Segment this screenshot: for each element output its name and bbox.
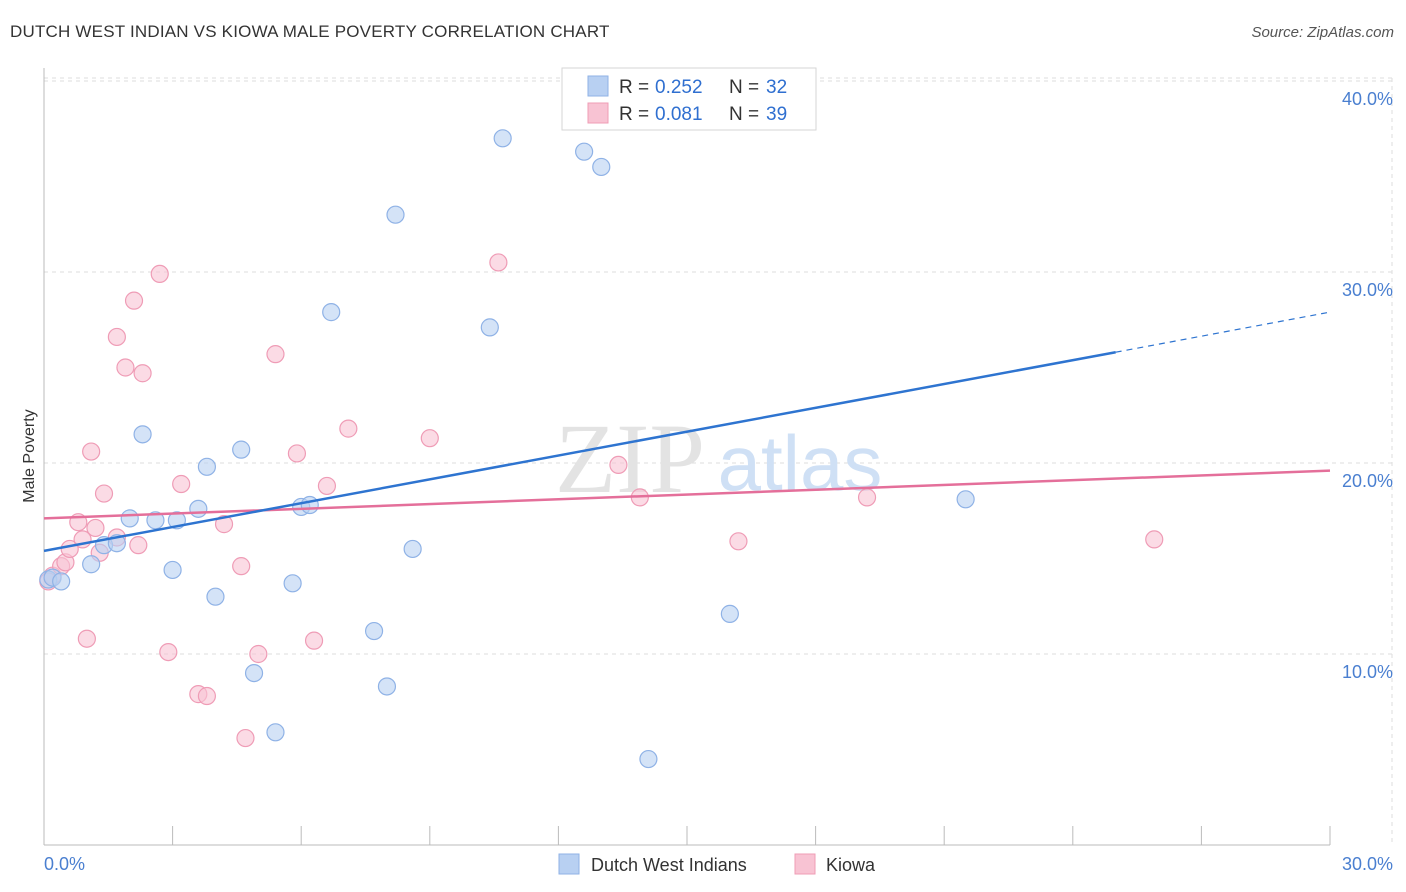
y-tick-label: 10.0% (1342, 662, 1393, 682)
dutch-west-indians-point (82, 555, 101, 574)
dutch-west-indians-point (232, 440, 251, 459)
dutch-west-indians-point (377, 677, 397, 696)
dutch-west-indians-point (403, 539, 422, 559)
bottom-legend-blue-swatch (558, 853, 580, 875)
bottom-legend-pink-swatch (794, 853, 816, 875)
legend-blue-swatch (587, 75, 609, 97)
kiowa-point (317, 476, 337, 496)
kiowa-point (116, 358, 135, 377)
y-tick-label: 40.0% (1342, 89, 1393, 109)
legend-pink-swatch (587, 102, 609, 124)
kiowa-point (489, 253, 508, 272)
chart-title: DUTCH WEST INDIAN VS KIOWA MALE POVERTY … (10, 22, 610, 41)
legend-pink-n-value: 39 (766, 104, 787, 125)
dutch-west-indians-point (163, 560, 182, 580)
dutch-west-indians-point (300, 495, 319, 515)
dutch-west-indians-point (639, 749, 658, 769)
kiowa-point (287, 444, 307, 463)
kiowa-point (150, 264, 169, 284)
dutch-west-indians-trend-line (43, 350, 1116, 553)
dutch-west-indians-point (283, 574, 302, 593)
kiowa-point (107, 327, 126, 347)
y-tick-label: 20.0% (1342, 471, 1393, 491)
kiowa-point (420, 429, 439, 448)
dutch-west-indians-point (386, 205, 405, 224)
dutch-west-indians-points (39, 129, 975, 769)
kiowa-point (232, 557, 251, 576)
dutch-west-indians-point (493, 129, 512, 148)
dutch-west-indians-point (364, 621, 384, 641)
dutch-west-indians-point (720, 604, 739, 623)
kiowa-point (729, 532, 748, 551)
dutch-west-indians-point (133, 425, 152, 444)
y-axis-title: Male Poverty (21, 409, 38, 502)
legend-blue-n-value: 32 (766, 77, 787, 98)
kiowa-point (82, 442, 101, 461)
kiowa-point (77, 629, 96, 648)
kiowa-point (159, 642, 178, 662)
legend-pink-r-value: 0.081 (655, 104, 703, 125)
series-legend: Dutch West Indians Kiowa (558, 853, 876, 875)
kiowa-point (266, 345, 285, 364)
kiowa-point (857, 488, 877, 507)
kiowa-point (339, 419, 358, 438)
trend-lines (43, 311, 1331, 553)
legend-blue-r-value: 0.252 (655, 77, 703, 98)
dutch-west-indians-point (575, 142, 594, 161)
watermark-atlas: atlas (718, 419, 883, 507)
dutch-west-indians-trend-extension (1115, 311, 1331, 353)
legend-blue-n-label: N = (729, 77, 759, 98)
legend-pink-n-label: N = (729, 104, 759, 125)
kiowa-point (249, 644, 268, 664)
dutch-west-indians-point (592, 157, 611, 177)
kiowa-point (129, 536, 148, 555)
dutch-west-indians-point (480, 318, 499, 337)
dutch-west-indians-point (956, 490, 975, 509)
y-tick-label: 30.0% (1342, 280, 1393, 300)
dutch-west-indians-point (52, 572, 71, 591)
axes (43, 68, 1331, 846)
kiowa-point (197, 686, 216, 706)
x-tick-label-max: 30.0% (1342, 854, 1393, 874)
x-tick-label-min: 0.0% (44, 854, 85, 874)
kiowa-point (304, 631, 324, 650)
dutch-west-indians-point (322, 303, 341, 322)
kiowa-point (172, 474, 191, 494)
dutch-west-indians-point (197, 457, 216, 476)
dutch-west-indians-point (244, 663, 264, 683)
dutch-west-indians-point (206, 587, 225, 606)
y-tick-labels: 10.0% 20.0% 30.0% 40.0% (1342, 89, 1393, 682)
kiowa-point (124, 291, 144, 310)
kiowa-point (236, 728, 255, 748)
legend-blue-r-label: R = (619, 77, 649, 98)
kiowa-point (609, 455, 628, 475)
dutch-west-indians-point (189, 499, 208, 518)
kiowa-point (86, 518, 105, 538)
dutch-west-indians-point (266, 723, 285, 742)
kiowa-point (133, 364, 152, 383)
kiowa-point (1145, 530, 1164, 549)
legend-pink-r-label: R = (619, 104, 649, 125)
bottom-legend-pink-label: Kiowa (826, 855, 876, 875)
source-credit: Source: ZipAtlas.com (1251, 24, 1394, 41)
dutch-west-indians-point (146, 511, 165, 530)
kiowa-point (214, 515, 234, 534)
kiowa-point (94, 484, 114, 503)
correlation-legend: R = 0.252 N = 32 R = 0.081 N = 39 (561, 67, 817, 131)
dutch-west-indians-point (120, 509, 139, 528)
bottom-legend-blue-label: Dutch West Indians (591, 855, 747, 875)
